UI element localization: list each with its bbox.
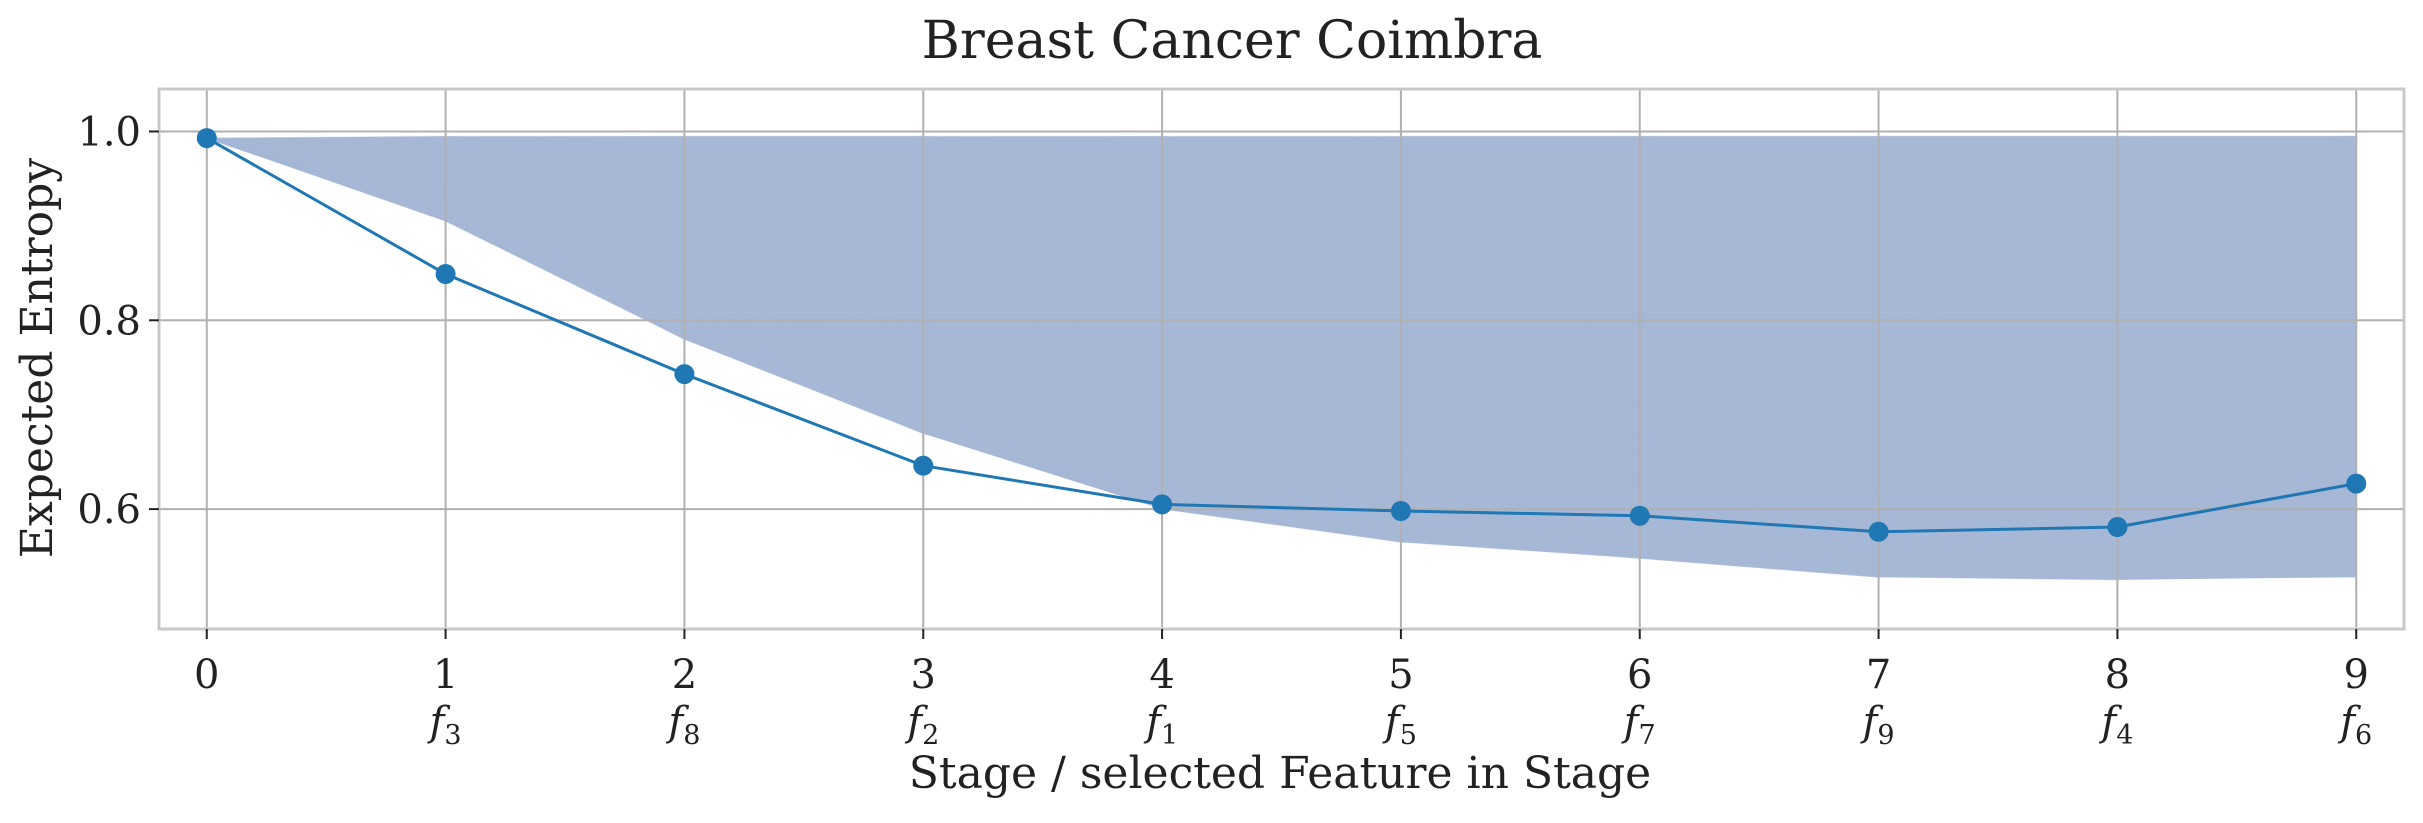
x-axis-label: Stage / selected Feature in Stage bbox=[909, 748, 1651, 799]
x-tick-label: 5 bbox=[1388, 652, 1413, 698]
candidate-path bbox=[206, 137, 2357, 578]
candidate-path bbox=[206, 137, 2357, 580]
data-point bbox=[196, 128, 217, 149]
data-point bbox=[2107, 517, 2128, 538]
candidate-path bbox=[206, 137, 2357, 329]
candidate-path bbox=[206, 137, 2357, 294]
candidate-path bbox=[206, 137, 2357, 233]
candidate-path bbox=[206, 137, 2357, 389]
y-axis-ticks: 0.6 0.8 1.0 bbox=[77, 109, 159, 533]
candidate-path bbox=[206, 137, 2357, 513]
series-line bbox=[206, 136, 2357, 534]
data-point bbox=[1629, 505, 1650, 526]
data-point bbox=[1390, 500, 1411, 521]
candidate-path bbox=[206, 137, 2357, 312]
candidate-path bbox=[206, 137, 2357, 475]
x-tick-label: 7 bbox=[1866, 652, 1891, 698]
candidate-path bbox=[206, 137, 2357, 205]
data-point bbox=[913, 455, 934, 476]
feature-label: f5 bbox=[1382, 699, 1417, 751]
candidate-path bbox=[206, 137, 2357, 494]
candidate-path bbox=[206, 137, 2357, 436]
candidate-path bbox=[206, 137, 2357, 518]
feature-label: f8 bbox=[665, 699, 700, 751]
candidate-path bbox=[206, 137, 2357, 523]
candidate-path bbox=[206, 137, 2357, 493]
candidate-path bbox=[206, 137, 2357, 218]
feature-label: f1 bbox=[1143, 699, 1178, 751]
candidate-path bbox=[206, 137, 2357, 581]
candidate-path bbox=[206, 137, 2357, 525]
x-tick-label: 2 bbox=[672, 652, 697, 698]
candidate-path bbox=[206, 135, 2357, 176]
candidate-path bbox=[206, 137, 2357, 247]
data-point bbox=[1152, 494, 1173, 515]
candidate-path bbox=[206, 137, 2357, 308]
candidate-path bbox=[206, 137, 2357, 294]
candidate-path bbox=[206, 137, 2357, 403]
feature-label: f7 bbox=[1621, 699, 1656, 751]
candidate-path bbox=[206, 137, 2357, 358]
candidate-path bbox=[206, 135, 2357, 168]
y-tick-label: 1.0 bbox=[77, 109, 141, 155]
plot-frame bbox=[157, 87, 2406, 631]
x-tick-label: 9 bbox=[2344, 652, 2369, 698]
candidate-path bbox=[206, 135, 2357, 161]
candidate-path bbox=[206, 137, 2357, 380]
candidate-path bbox=[206, 137, 2357, 215]
plot-area bbox=[159, 89, 2404, 629]
x-tick-label: 8 bbox=[2105, 652, 2130, 698]
feature-label: f4 bbox=[2098, 699, 2133, 751]
candidate-path bbox=[206, 137, 2357, 504]
feature-label: f9 bbox=[1860, 699, 1895, 751]
candidate-path bbox=[206, 137, 2357, 333]
candidate-path bbox=[206, 137, 2357, 533]
candidate-path bbox=[206, 137, 2357, 544]
candidate-path bbox=[206, 135, 2357, 189]
x-axis-ticks: 0 1f3 2f8 3f2 4f1 5f5 6f7 7f9 8f4 9f6 bbox=[194, 629, 2372, 751]
feature-label: f6 bbox=[2337, 699, 2372, 751]
candidate-path bbox=[206, 137, 2357, 262]
x-tick-label: 0 bbox=[194, 652, 219, 698]
candidate-path bbox=[206, 137, 2357, 273]
candidate-path bbox=[206, 137, 2357, 214]
candidate-path bbox=[206, 137, 2357, 208]
candidate-path bbox=[206, 137, 2357, 578]
data-point bbox=[2346, 473, 2367, 494]
candidate-path bbox=[206, 137, 2357, 558]
candidate-path bbox=[206, 137, 2357, 241]
y-tick-label: 0.8 bbox=[77, 298, 141, 344]
candidate-path bbox=[206, 137, 2357, 533]
candidate-path bbox=[206, 137, 2357, 498]
candidate-path bbox=[206, 137, 2357, 543]
candidate-path bbox=[206, 137, 2357, 465]
candidate-path bbox=[206, 137, 2357, 556]
x-tick-label: 3 bbox=[911, 652, 936, 698]
y-axis-label: Expected Entropy bbox=[12, 158, 63, 558]
chart-title: Breast Cancer Coimbra bbox=[922, 11, 1543, 71]
candidate-path bbox=[206, 137, 2357, 191]
candidate-path bbox=[206, 137, 2357, 215]
candidate-path bbox=[206, 137, 2357, 451]
x-tick-label: 6 bbox=[1627, 652, 1652, 698]
y-tick-label: 0.6 bbox=[77, 487, 141, 533]
candidate-path bbox=[206, 137, 2357, 488]
feature-label: f2 bbox=[904, 699, 939, 751]
candidate-path bbox=[206, 137, 2357, 420]
candidate-path bbox=[206, 137, 2357, 578]
candidate-path bbox=[206, 137, 2357, 537]
candidate-path bbox=[206, 137, 2357, 337]
candidate-band bbox=[206, 136, 2357, 580]
data-point bbox=[1868, 521, 1889, 542]
x-tick-label: 1 bbox=[433, 652, 458, 698]
candidate-path bbox=[206, 137, 2357, 410]
candidate-path bbox=[206, 137, 2357, 463]
candidate-paths bbox=[206, 135, 2357, 581]
feature-label: f3 bbox=[427, 699, 462, 751]
x-tick-label: 4 bbox=[1149, 652, 1174, 698]
data-point bbox=[674, 364, 695, 385]
candidate-path bbox=[206, 137, 2357, 204]
data-point bbox=[435, 264, 456, 285]
